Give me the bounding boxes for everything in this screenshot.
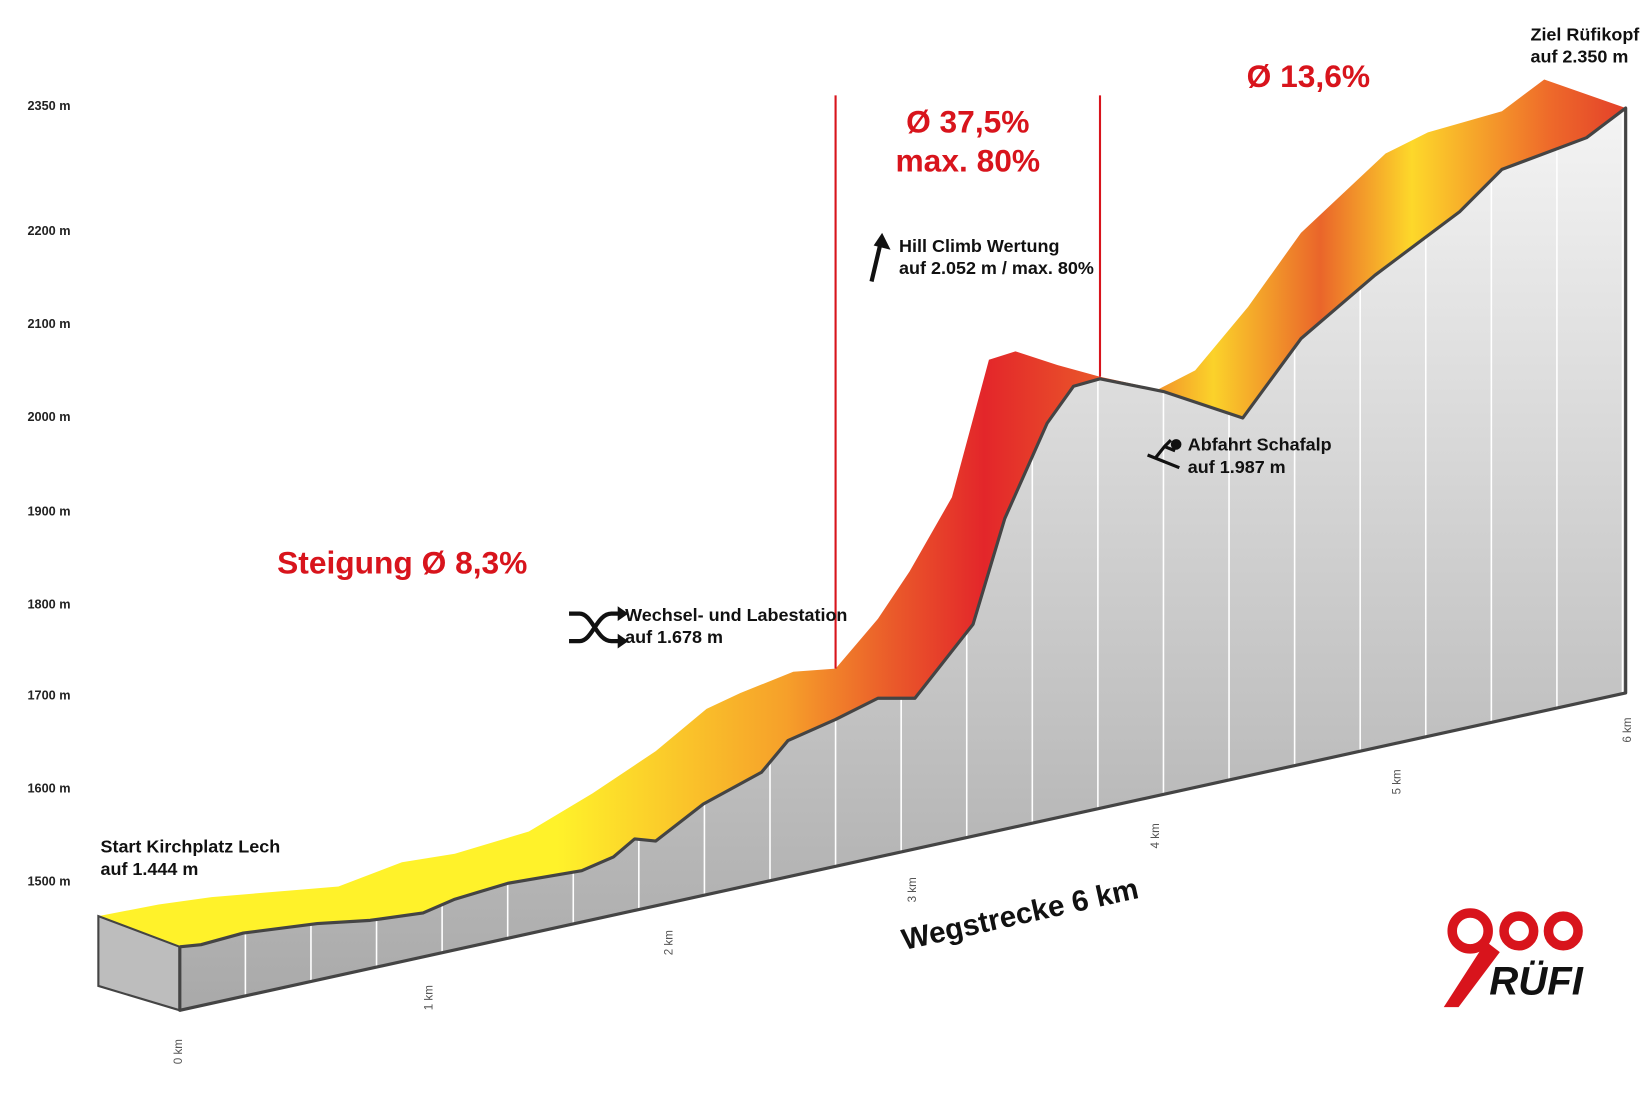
annotation-sub: auf 1.444 m xyxy=(100,859,198,879)
km-label: 2 km xyxy=(663,930,676,955)
y-axis: 2350 m 2200 m 2100 m 2000 m 1900 m 1800 … xyxy=(28,99,71,888)
profile-outline xyxy=(178,106,1628,1012)
annotation-title: Start Kirchplatz Lech xyxy=(100,837,280,857)
y-tick-label: 1900 m xyxy=(28,504,71,518)
y-tick-label: 1600 m xyxy=(28,781,71,795)
annotation-title: Hill Climb Wertung xyxy=(899,236,1059,256)
km-label: 5 km xyxy=(1390,769,1403,794)
y-tick-label: 1800 m xyxy=(28,597,71,611)
logo-text: RÜFI xyxy=(1489,958,1584,1003)
axis-title: Wegstrecke 6 km xyxy=(899,872,1142,956)
x-axis: 0 km 1 km 2 km 3 km 4 km 5 km 6 km xyxy=(172,717,1634,1064)
y-tick-label: 2000 m xyxy=(28,410,71,424)
annotation-sub: auf 1.678 m xyxy=(625,627,723,647)
profile-surface xyxy=(98,79,1626,947)
gradient-label: Ø 13,6% xyxy=(1247,58,1370,94)
annotation-title: Abfahrt Schafalp xyxy=(1188,435,1332,455)
annotation-title: Wechsel- und Labestation xyxy=(625,605,847,625)
arrow-icon xyxy=(869,232,891,283)
y-tick-label: 1700 m xyxy=(28,688,71,702)
shuffle-icon xyxy=(569,606,629,649)
y-tick-label: 2350 m xyxy=(28,99,71,113)
annotation-sub: auf 2.350 m xyxy=(1530,47,1628,67)
skier-icon xyxy=(1147,439,1182,470)
gradient-label: Ø 37,5% xyxy=(906,103,1029,139)
km-label: 0 km xyxy=(172,1039,185,1064)
km-label: 3 km xyxy=(906,877,919,902)
km-label: 6 km xyxy=(1621,717,1634,742)
km-label: 1 km xyxy=(423,985,436,1010)
km-label: 4 km xyxy=(1149,823,1162,848)
annotation-sub: auf 1.987 m xyxy=(1188,457,1286,477)
annotation-sub: auf 2.052 m / max. 80% xyxy=(899,258,1094,278)
gradient-label: Steigung Ø 8,3% xyxy=(277,544,527,580)
annotation-title: Ziel Rüfikopf xyxy=(1530,24,1640,44)
y-tick-label: 2100 m xyxy=(28,317,71,331)
logo: RÜFI xyxy=(1443,908,1584,1008)
y-tick-label: 1500 m xyxy=(28,874,71,888)
gradient-label: max. 80% xyxy=(895,143,1040,179)
y-tick-label: 2200 m xyxy=(28,224,71,238)
